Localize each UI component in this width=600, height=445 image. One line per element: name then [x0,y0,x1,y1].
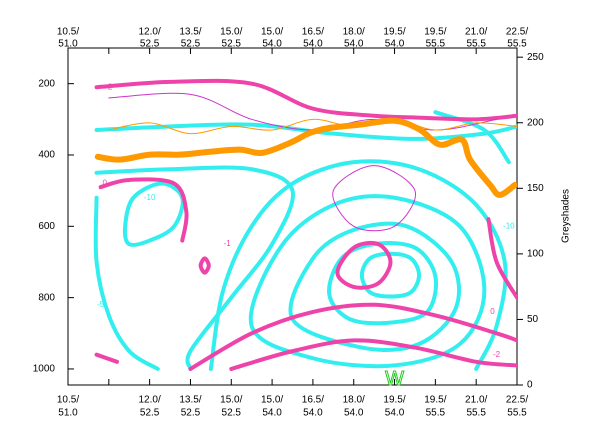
x-tick-label: 52.5 [222,39,242,50]
x-tick-label: 52.5 [140,39,160,50]
contour-line [248,194,487,369]
contour-line [122,181,185,247]
x-tick-label: 52.5 [140,408,160,419]
x-tick-label: 13.5/ [179,27,201,38]
x-tick-label: 21.0/ [465,27,487,38]
x-tick-label: 10.5/ [57,27,79,38]
x-tick-label: 22.5/ [506,395,528,406]
contour-label: -10 [503,221,515,230]
x-tick-label: 15.0/ [261,27,283,38]
contours: -2 0 -1 -10 -5 -10 0 -2 [93,78,517,371]
contour-line [94,352,119,364]
x-tick-label: 18.0/ [343,27,365,38]
x-tick-label: 55.5 [507,39,527,50]
x-tick-label: 54.0 [303,408,323,419]
y-tick-label: 600 [38,221,55,232]
x-tick-label: 18.0/ [343,395,365,406]
x-tick-label: 54.0 [385,39,405,50]
x-tick-label: 52.5 [181,408,201,419]
y2-tick-label: 250 [527,52,544,63]
x-tick-label: 12.0/ [139,27,161,38]
contour-line [108,118,517,135]
contour-label: -2 [493,350,501,359]
contour-line [94,117,517,198]
x-tick-label: 12.0/ [139,395,161,406]
y-tick-label: 1000 [33,364,56,375]
x-tick-label: 15.0/ [261,395,283,406]
contour-line [198,256,211,275]
x-tick-label: 10.5/ [57,395,79,406]
contour-label: -1 [224,239,232,248]
x-tick-label: 55.5 [426,39,446,50]
x-tick-label: 19.5/ [383,27,405,38]
y-tick-label: 200 [38,78,55,89]
contour-line [94,78,517,122]
x-tick-label: 19.5/ [424,27,446,38]
y-tick-label: 800 [38,292,55,303]
x-tick-label: 16.5/ [302,27,324,38]
contour-label: -2 [105,82,113,91]
contour-label: -10 [144,193,156,202]
contour-label: 0 [490,307,495,316]
y2-axis-label: Greyshades [561,189,572,243]
contour-line [332,165,416,232]
x-tick-label: 55.5 [507,408,527,419]
contour-line [335,240,393,290]
x-tick-label: 19.5/ [383,395,405,406]
contour-line [433,110,511,165]
y-tick-label: 400 [38,150,55,161]
x-tick-label: 55.5 [466,408,486,419]
x-tick-label: 54.0 [385,408,405,419]
x-tick-label: 54.0 [344,39,364,50]
marker: W [385,368,404,390]
x-tick-label: 55.5 [466,39,486,50]
contour-label: 0 [103,179,108,188]
contour-line [208,159,508,371]
x-tick-label: 51.0 [58,408,78,419]
y2-tick-label: 100 [527,249,544,260]
x-tick-label: 55.5 [426,408,446,419]
contour-line [486,217,517,300]
x-tick-label: 13.5/ [179,395,201,406]
contour-line [94,165,296,371]
y2-tick-label: 50 [527,314,539,325]
contour-line [94,122,517,141]
contour-label: -5 [97,300,105,309]
y2-tick-label: 0 [527,380,533,391]
contour-line [229,338,517,371]
x-tick-label: 22.5/ [506,27,528,38]
contour-line [188,302,517,371]
contour-line [93,195,160,371]
x-tick-label: 51.0 [58,39,78,50]
x-tick-label: 52.5 [222,408,242,419]
contour-line [288,221,462,352]
contour-line [359,251,422,299]
x-tick-label: 54.0 [262,408,282,419]
x-tick-label: 52.5 [181,39,201,50]
x-tick-label: 54.0 [303,39,323,50]
y2-tick-label: 200 [527,117,544,128]
plot-frame [67,47,518,386]
x-tick-label: 15.0/ [220,27,242,38]
y2-tick-label: 150 [527,183,544,194]
contour-line [98,177,189,243]
x-tick-label: 54.0 [262,39,282,50]
x-tick-label: 54.0 [344,408,364,419]
x-tick-label: 19.5/ [424,395,446,406]
x-tick-label: 15.0/ [220,395,242,406]
x-tick-label: 16.5/ [302,395,324,406]
x-tick-label: 21.0/ [465,395,487,406]
